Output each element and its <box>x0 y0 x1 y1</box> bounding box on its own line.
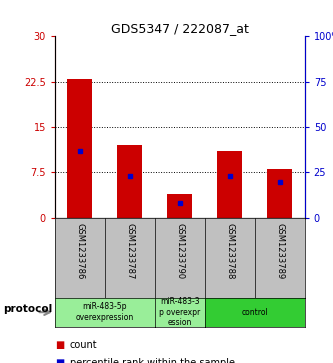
Bar <box>67 79 92 218</box>
Text: GSM1233788: GSM1233788 <box>225 223 234 280</box>
Text: protocol: protocol <box>3 303 53 314</box>
Text: count: count <box>70 340 98 350</box>
Bar <box>267 170 292 218</box>
Bar <box>167 193 192 218</box>
Bar <box>217 151 242 218</box>
Text: control: control <box>241 308 268 317</box>
Bar <box>118 145 143 218</box>
Text: ■: ■ <box>55 340 64 350</box>
Text: miR-483-5p
overexpression: miR-483-5p overexpression <box>76 302 134 322</box>
Text: GSM1233789: GSM1233789 <box>275 223 284 280</box>
Text: percentile rank within the sample: percentile rank within the sample <box>70 358 235 363</box>
Title: GDS5347 / 222087_at: GDS5347 / 222087_at <box>111 22 249 35</box>
Text: miR-483-3
p overexpr
ession: miR-483-3 p overexpr ession <box>159 297 200 327</box>
Text: ■: ■ <box>55 358 64 363</box>
Text: GSM1233786: GSM1233786 <box>75 223 85 280</box>
Text: GSM1233790: GSM1233790 <box>175 223 184 280</box>
Text: GSM1233787: GSM1233787 <box>125 223 135 280</box>
